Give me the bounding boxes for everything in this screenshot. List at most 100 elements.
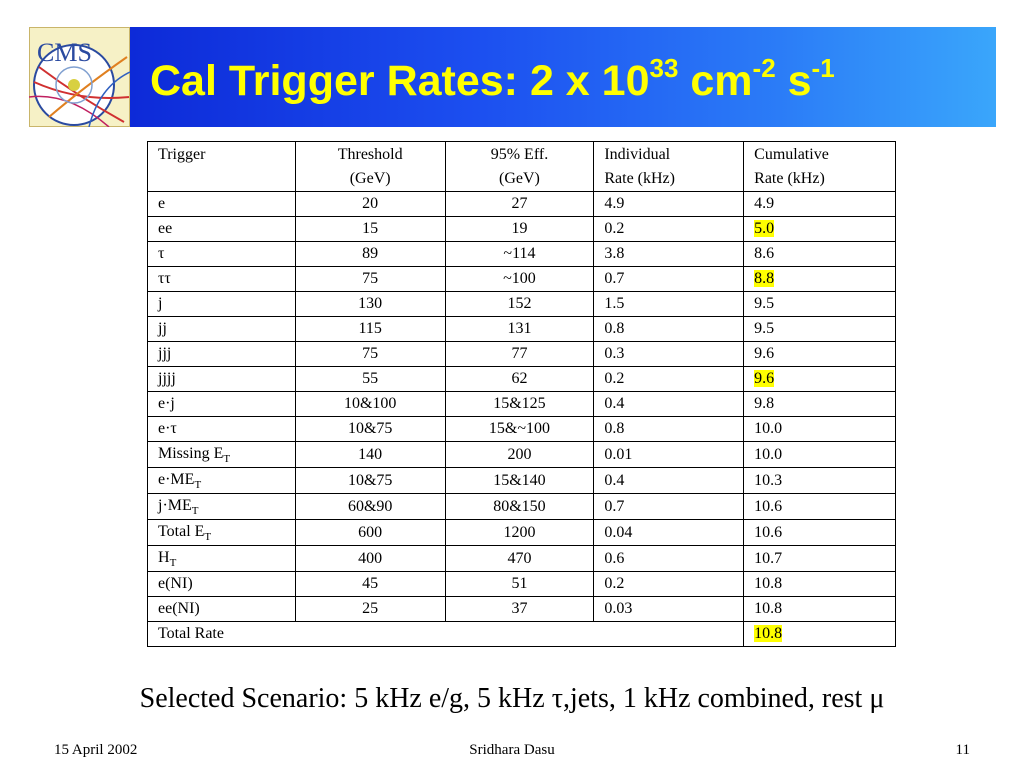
table-row: ee 15 19 0.2 5.0 [147, 216, 896, 242]
cell-individual-rate: 0.7 [593, 493, 745, 520]
cell-threshold: 20 [294, 191, 446, 217]
cell-cumulative-rate: 8.8 [743, 266, 896, 292]
cell-trigger: e(NI) [147, 571, 296, 597]
cell-threshold: 75 [294, 341, 446, 367]
total-rate-value: 10.8 [754, 625, 783, 642]
total-rate-row: Total Rate 10.8 [146, 621, 896, 647]
header-cumulative-rate: Cumulative Rate (kHz) [743, 141, 896, 192]
footer-author: Sridhara Dasu [469, 742, 555, 758]
table-row: HT 400 470 0.6 10.7 [147, 545, 896, 572]
total-rate-value-cell: 10.8 [743, 621, 896, 647]
cell-trigger: e·τ [147, 416, 296, 442]
cell-trigger: Missing ET [147, 441, 296, 468]
subscript: T [169, 557, 177, 569]
highlighted-value: 9.6 [754, 370, 775, 387]
cell-individual-rate: 0.4 [593, 391, 745, 417]
cell-cumulative-rate: 10.8 [743, 571, 896, 597]
cell-threshold: 10&75 [294, 416, 446, 442]
cell-trigger: ee [147, 216, 296, 242]
cell-individual-rate: 0.7 [593, 266, 745, 292]
header-individual-rate: Individual Rate (kHz) [593, 141, 745, 192]
cell-efficiency: 15&140 [444, 467, 595, 494]
cell-cumulative-rate: 5.0 [743, 216, 896, 242]
cell-cumulative-rate: 9.6 [743, 366, 896, 392]
cell-threshold: 89 [294, 241, 446, 267]
cell-threshold: 140 [294, 441, 446, 468]
cell-trigger: ττ [147, 266, 296, 292]
table-row: e(NI) 45 51 0.2 10.8 [147, 571, 896, 597]
cell-individual-rate: 0.03 [593, 596, 745, 622]
table-row: jjjj 55 62 0.2 9.6 [147, 366, 896, 392]
table-row: ee(NI) 25 37 0.03 10.8 [147, 596, 896, 622]
cell-individual-rate: 3.8 [593, 241, 745, 267]
cell-efficiency: ~114 [444, 241, 595, 267]
cell-cumulative-rate: 10.0 [743, 441, 896, 468]
cell-efficiency: 200 [444, 441, 595, 468]
cell-threshold: 25 [294, 596, 446, 622]
cell-trigger: ee(NI) [147, 596, 296, 622]
cell-trigger: τ [147, 241, 296, 267]
cell-trigger: e·j [147, 391, 296, 417]
subscript: T [194, 479, 202, 491]
cell-individual-rate: 0.4 [593, 467, 745, 494]
footer-page-number: 11 [955, 742, 970, 758]
trigger-rates-table: Trigger Threshold (GeV) 95% Eff. (GeV) Ind… [146, 141, 896, 647]
cell-trigger: e [147, 191, 296, 217]
table-header-row: Trigger Threshold (GeV) 95% Eff. (GeV) Ind… [147, 141, 896, 192]
cell-efficiency: 15&125 [444, 391, 595, 417]
cell-efficiency: 51 [444, 571, 595, 597]
cell-threshold: 55 [294, 366, 446, 392]
cell-efficiency: 62 [444, 366, 595, 392]
cell-individual-rate: 0.2 [593, 366, 745, 392]
slide-title: Cal Trigger Rates: 2 x 1033 cm-2 s-1 [150, 53, 835, 105]
cell-efficiency: 77 [444, 341, 595, 367]
cell-cumulative-rate: 10.7 [743, 545, 896, 572]
table-row: e·MET 10&75 15&140 0.4 10.3 [147, 467, 896, 494]
cell-cumulative-rate: 9.5 [743, 291, 896, 317]
table-row: jjj 75 77 0.3 9.6 [147, 341, 896, 367]
subscript: T [191, 505, 199, 517]
header-efficiency: 95% Eff. (GeV) [444, 141, 595, 192]
table-row: j 130 152 1.5 9.5 [147, 291, 896, 317]
cell-efficiency: 152 [444, 291, 595, 317]
table-row: e 20 27 4.9 4.9 [147, 191, 896, 217]
cell-individual-rate: 0.01 [593, 441, 745, 468]
footer-date: 15 April 2002 [54, 742, 138, 758]
cell-individual-rate: 0.8 [593, 316, 745, 342]
cell-efficiency: ~100 [444, 266, 595, 292]
total-rate-label: Total Rate [146, 621, 745, 647]
cell-threshold: 130 [294, 291, 446, 317]
cell-efficiency: 37 [444, 596, 595, 622]
cell-efficiency: 470 [444, 545, 595, 572]
cell-trigger: jj [147, 316, 296, 342]
cell-threshold: 75 [294, 266, 446, 292]
cell-cumulative-rate: 4.9 [743, 191, 896, 217]
cell-individual-rate: 0.3 [593, 341, 745, 367]
cell-cumulative-rate: 10.6 [743, 519, 896, 546]
table-row: e·j 10&100 15&125 0.4 9.8 [147, 391, 896, 417]
cell-threshold: 15 [294, 216, 446, 242]
subscript: T [223, 453, 231, 465]
cell-cumulative-rate: 9.5 [743, 316, 896, 342]
cell-trigger: jjjj [147, 366, 296, 392]
cell-individual-rate: 0.2 [593, 216, 745, 242]
table-row: jj 115 131 0.8 9.5 [147, 316, 896, 342]
table-row: Missing ET 140 200 0.01 10.0 [147, 441, 896, 468]
highlighted-value: 5.0 [754, 220, 775, 237]
cell-threshold: 60&90 [294, 493, 446, 520]
cell-trigger: HT [147, 545, 296, 572]
cell-trigger: jjj [147, 341, 296, 367]
cell-cumulative-rate: 9.8 [743, 391, 896, 417]
cell-efficiency: 27 [444, 191, 595, 217]
cell-threshold: 600 [294, 519, 446, 546]
cell-efficiency: 19 [444, 216, 595, 242]
cell-efficiency: 80&150 [444, 493, 595, 520]
subscript: T [204, 531, 212, 543]
cell-cumulative-rate: 10.6 [743, 493, 896, 520]
cell-cumulative-rate: 8.6 [743, 241, 896, 267]
cell-threshold: 10&75 [294, 467, 446, 494]
cell-individual-rate: 4.9 [593, 191, 745, 217]
cell-trigger: Total ET [147, 519, 296, 546]
cell-cumulative-rate: 10.0 [743, 416, 896, 442]
cell-cumulative-rate: 9.6 [743, 341, 896, 367]
